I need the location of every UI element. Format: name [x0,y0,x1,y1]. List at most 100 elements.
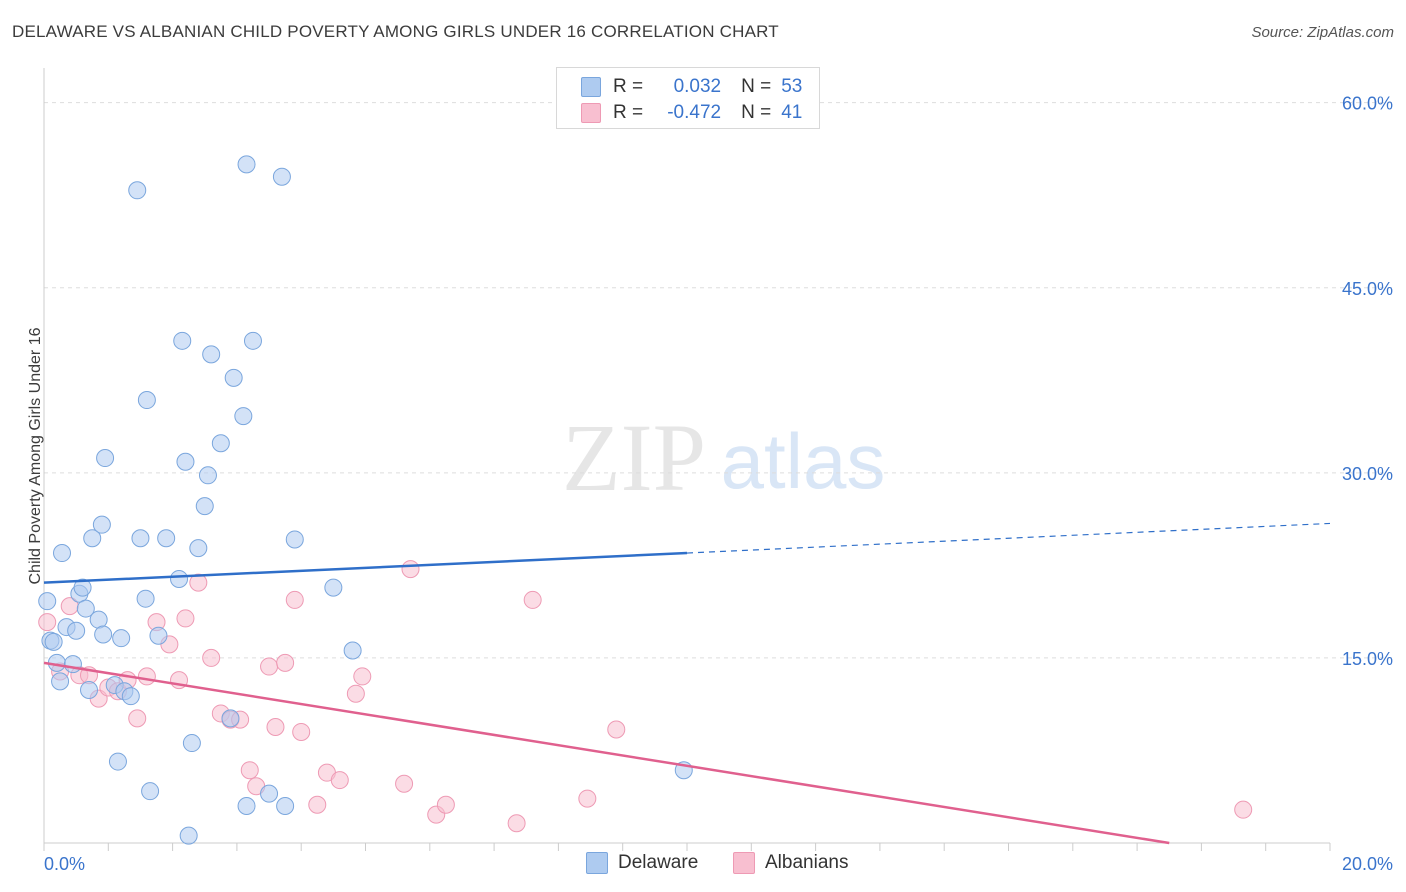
albanians-point [346,684,365,703]
delaware-point [237,155,256,174]
delaware-point [94,625,113,644]
albanians-point [330,771,349,790]
delaware-point [221,709,240,728]
y-tick-label: 15.0% [1342,649,1393,669]
delaware-point [51,672,70,691]
delaware-point [121,687,140,706]
delaware-point [76,599,95,618]
delaware-point [136,589,155,608]
delaware-point [149,626,168,645]
axes [43,68,1331,851]
x-tick-label: 20.0% [1342,854,1393,874]
delaware-point [173,331,192,350]
delaware-point [211,434,230,453]
albanians-point [266,718,285,737]
albanians-point [401,560,420,579]
delaware-point [237,796,256,815]
delaware-point [38,592,57,611]
delaware-point [343,641,362,660]
legend-row-albanians: R = -0.472 N = 41 [581,101,802,125]
delaware-point [260,784,279,803]
delaware-point [189,539,208,558]
albanians-swatch [733,852,755,874]
n-label: N = [741,102,772,123]
albanians-point [607,720,626,739]
watermark-atlas: atlas [721,417,886,505]
albanians-point [202,648,221,667]
tick-labels: 15.0% 30.0% 45.0% 60.0% 0.0% 20.0% [44,94,1393,874]
r-label: R = [613,76,644,97]
albanians-swatch [581,103,601,123]
albanians-point [578,789,597,808]
delaware-point [92,515,111,534]
delaware-points [38,155,693,845]
n-value: 53 [781,76,803,97]
delaware-point [108,752,127,771]
delaware-trend-line [43,551,688,584]
delaware-point [285,530,304,549]
delaware-point [128,181,147,200]
albanians-point [137,667,156,686]
delaware-point [234,407,253,426]
delaware-swatch [586,852,608,874]
y-tick-label: 60.0% [1342,94,1393,114]
delaware-point [170,569,189,588]
delaware-point [176,452,195,471]
delaware-trend-line-extension [686,522,1331,554]
delaware-point [112,629,131,648]
correlation-legend: R = 0.032 N = 53 R = -0.472 N = 41 [556,67,820,129]
x-tick-label: 0.0% [44,854,85,874]
albanians-point [276,653,295,672]
y-tick-label: 45.0% [1342,279,1393,299]
delaware-swatch [581,77,601,97]
delaware-point [73,578,92,597]
delaware-point [80,681,99,699]
delaware-point [224,368,243,387]
delaware-point [198,466,217,485]
delaware-point [179,826,198,845]
delaware-point [157,529,176,548]
delaware-point [202,345,221,364]
albanians-point [189,573,208,592]
legend-label: Albanians [765,852,849,873]
delaware-point [276,796,295,815]
delaware-point [272,167,291,186]
n-value: 41 [781,102,803,123]
delaware-point [63,655,82,674]
albanians-point [260,657,279,676]
delaware-point [44,632,63,651]
albanians-point [292,722,311,741]
albanians-point [353,667,372,686]
delaware-point [131,529,150,548]
delaware-point [137,391,156,410]
legend-item-delaware: Delaware [586,852,698,874]
delaware-point [182,734,201,753]
y-tick-label: 30.0% [1342,464,1393,484]
delaware-point [67,621,86,640]
watermark-zip: ZIP [562,404,706,511]
source-credit: Source: ZipAtlas.com [1251,24,1394,41]
r-value: 0.032 [673,76,722,97]
chart-title: DELAWARE VS ALBANIAN CHILD POVERTY AMONG… [12,22,779,41]
albanians-point [285,590,304,609]
albanians-point [523,590,542,609]
delaware-point [243,331,262,350]
gridlines [44,102,1395,659]
albanians-point [308,795,327,814]
legend-item-albanians: Albanians [733,852,848,874]
trend-lines [43,522,1331,845]
delaware-point [324,578,343,597]
albanians-trend-line [43,661,1170,845]
albanians-point [1234,800,1253,819]
delaware-point [195,497,214,516]
albanians-point [38,613,57,632]
albanians-point [176,609,195,628]
y-axis-label: Child Poverty Among Girls Under 16 [27,327,44,585]
r-label: R = [613,102,644,123]
legend-label: Delaware [618,852,699,873]
albanians-point [436,795,455,814]
watermark: ZIP atlas [562,404,885,511]
r-value: -0.472 [667,102,722,123]
albanians-point [395,774,414,793]
